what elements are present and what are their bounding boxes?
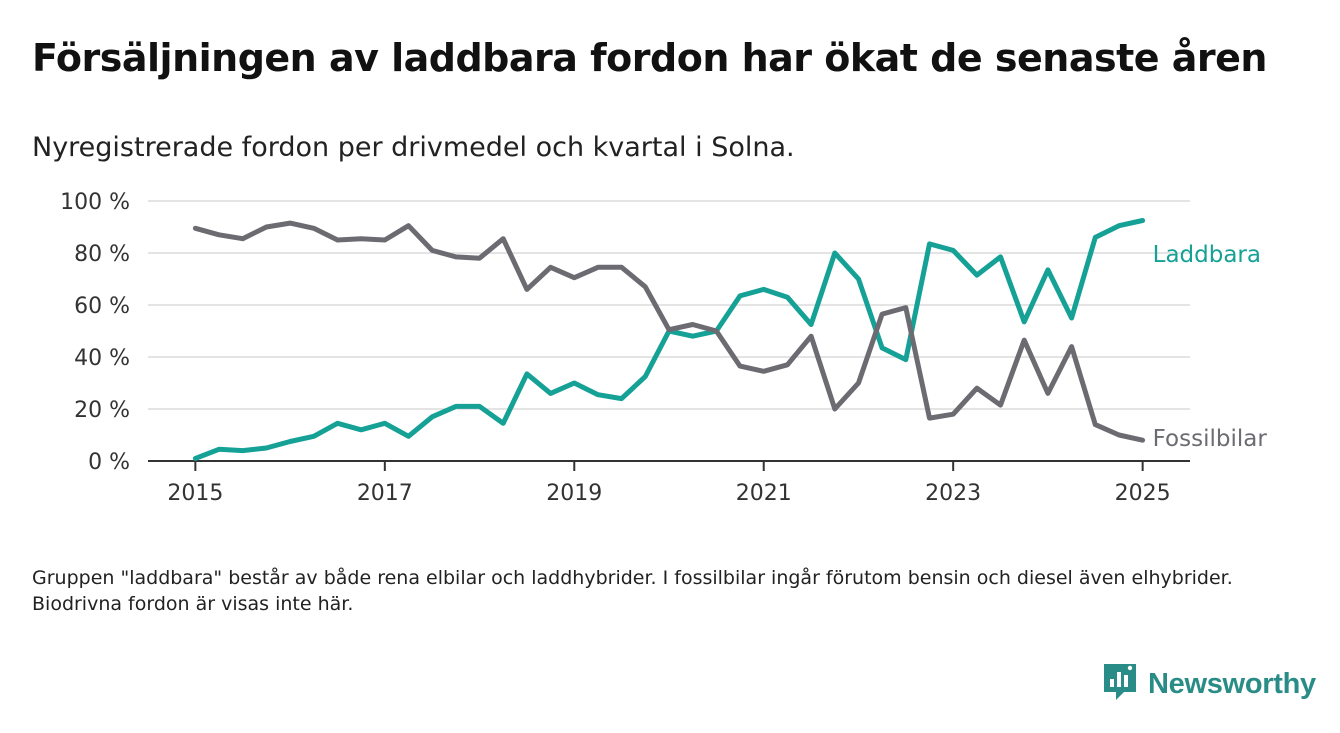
y-tick-label: 80 % (74, 242, 130, 267)
y-tick-label: 0 % (88, 450, 130, 475)
x-tick-label: 2019 (546, 481, 602, 506)
footnote: Gruppen "laddbara" består av både rena e… (32, 567, 1233, 615)
x-tick-label: 2015 (167, 481, 223, 506)
x-tick-label: 2025 (1115, 481, 1171, 506)
y-tick-label: 40 % (74, 346, 130, 371)
series-labels: Laddbara Fossilbilar (1153, 242, 1268, 452)
chart-title: Försäljningen av laddbara fordon har öka… (32, 36, 1267, 80)
x-axis: 2015 2017 2019 2021 2023 2025 (148, 460, 1190, 506)
y-axis-ticks: 0 % 20 % 40 % 60 % 80 % 100 % (60, 190, 130, 475)
x-tick-label: 2017 (357, 481, 413, 506)
series-label-fossilbilar: Fossilbilar (1153, 426, 1268, 452)
y-tick-label: 60 % (74, 294, 130, 319)
series-label-laddbara: Laddbara (1153, 242, 1261, 268)
x-tick-label: 2023 (925, 481, 981, 506)
newsworthy-logo-icon (1102, 662, 1138, 706)
brand-name: Newsworthy (1148, 667, 1316, 700)
x-tick-label: 2021 (736, 481, 792, 506)
chart-subtitle: Nyregistrerade fordon per drivmedel och … (32, 132, 795, 163)
y-tick-label: 20 % (74, 398, 130, 423)
series-line-fossilbilar (192, 220, 1146, 443)
y-tick-label: 100 % (60, 190, 130, 215)
brand-logo[interactable]: Newsworthy (1102, 662, 1316, 706)
series-lines (192, 218, 1146, 461)
series-line-laddbara (192, 218, 1146, 461)
